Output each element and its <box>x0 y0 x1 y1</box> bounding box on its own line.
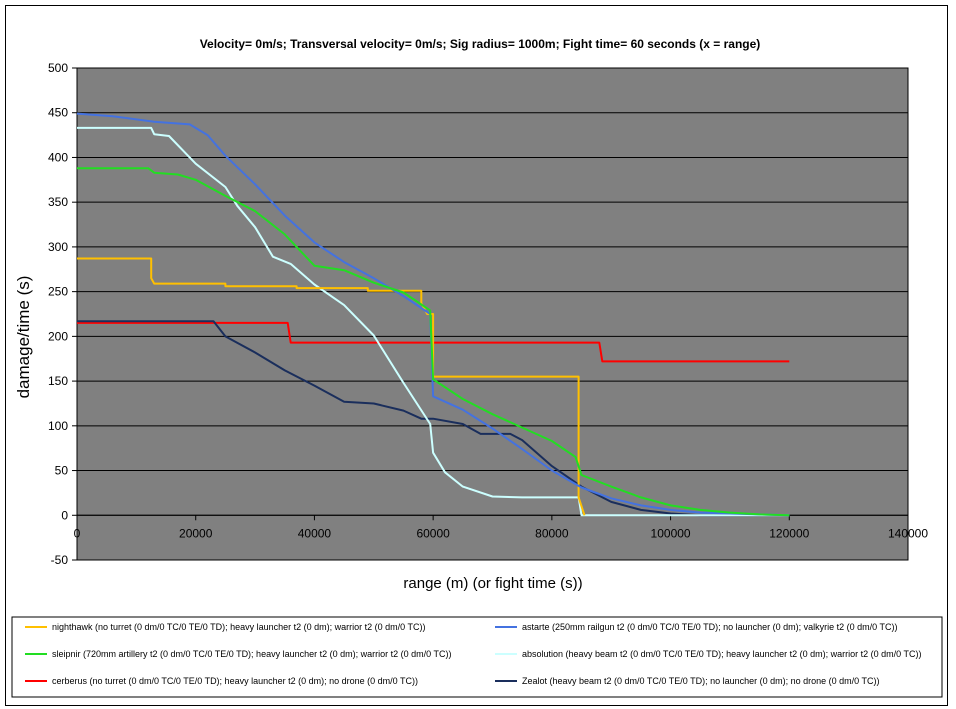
legend-entry: nighthawk (no turret (0 dm/0 TC/0 TE/0 T… <box>52 622 425 632</box>
legend-entry: sleipnir (720mm artillery t2 (0 dm/0 TC/… <box>52 649 451 659</box>
series-line <box>77 167 790 517</box>
y-tick-label: 250 <box>48 285 68 299</box>
y-axis-label: damage/time (s) <box>14 276 33 399</box>
plot-area: -50 0 50 100 150 200 250 300 350 400 450 500 0 20000 4… <box>48 61 928 567</box>
y-tick-label: 50 <box>55 464 69 478</box>
legend-entry: absolution (heavy beam t2 (0 dm/0 TC/0 T… <box>522 649 922 659</box>
x-tick-label: 0 <box>74 526 81 540</box>
legend-box <box>11 616 943 698</box>
x-tick-label: 20000 <box>179 526 213 540</box>
series-line <box>77 126 790 517</box>
series-line <box>77 321 790 363</box>
y-tick-label: 150 <box>48 374 68 388</box>
y-tick-label: 350 <box>48 195 68 209</box>
series-line <box>77 257 586 516</box>
y-tick-label: -50 <box>51 553 69 567</box>
legend-entry: astarte (250mm railgun t2 (0 dm/0 TC/0 T… <box>522 622 897 632</box>
y-tick-label: 500 <box>48 61 68 75</box>
y-tick-label: 400 <box>48 150 68 164</box>
y-tick-label: 450 <box>48 106 68 120</box>
y-tick-label: 0 <box>61 508 68 522</box>
series-line <box>77 320 790 517</box>
plot-background <box>76 67 909 561</box>
legend-entry: Zealot (heavy beam t2 (0 dm/0 TC/0 TE/0 … <box>522 676 880 686</box>
x-tick-label: 40000 <box>298 526 332 540</box>
x-tick-label: 140000 <box>888 526 928 540</box>
y-tick-label: 300 <box>48 240 68 254</box>
legend: nighthawk (no turret (0 dm/0 TC/0 TE/0 T… <box>11 616 943 698</box>
x-tick-label: 60000 <box>416 526 450 540</box>
x-axis-label: range (m) (or fight time (s)) <box>403 575 582 592</box>
x-tick-label: 80000 <box>535 526 569 540</box>
chart-title: Velocity= 0m/s; Transversal velocity= 0m… <box>200 37 761 51</box>
legend-entry: cerberus (no turret (0 dm/0 TC/0 TE/0 TD… <box>52 676 418 686</box>
y-tick-label: 100 <box>48 419 68 433</box>
y-tick-label: 200 <box>48 329 68 343</box>
x-tick-label: 100000 <box>651 526 691 540</box>
x-tick-label: 120000 <box>769 526 809 540</box>
